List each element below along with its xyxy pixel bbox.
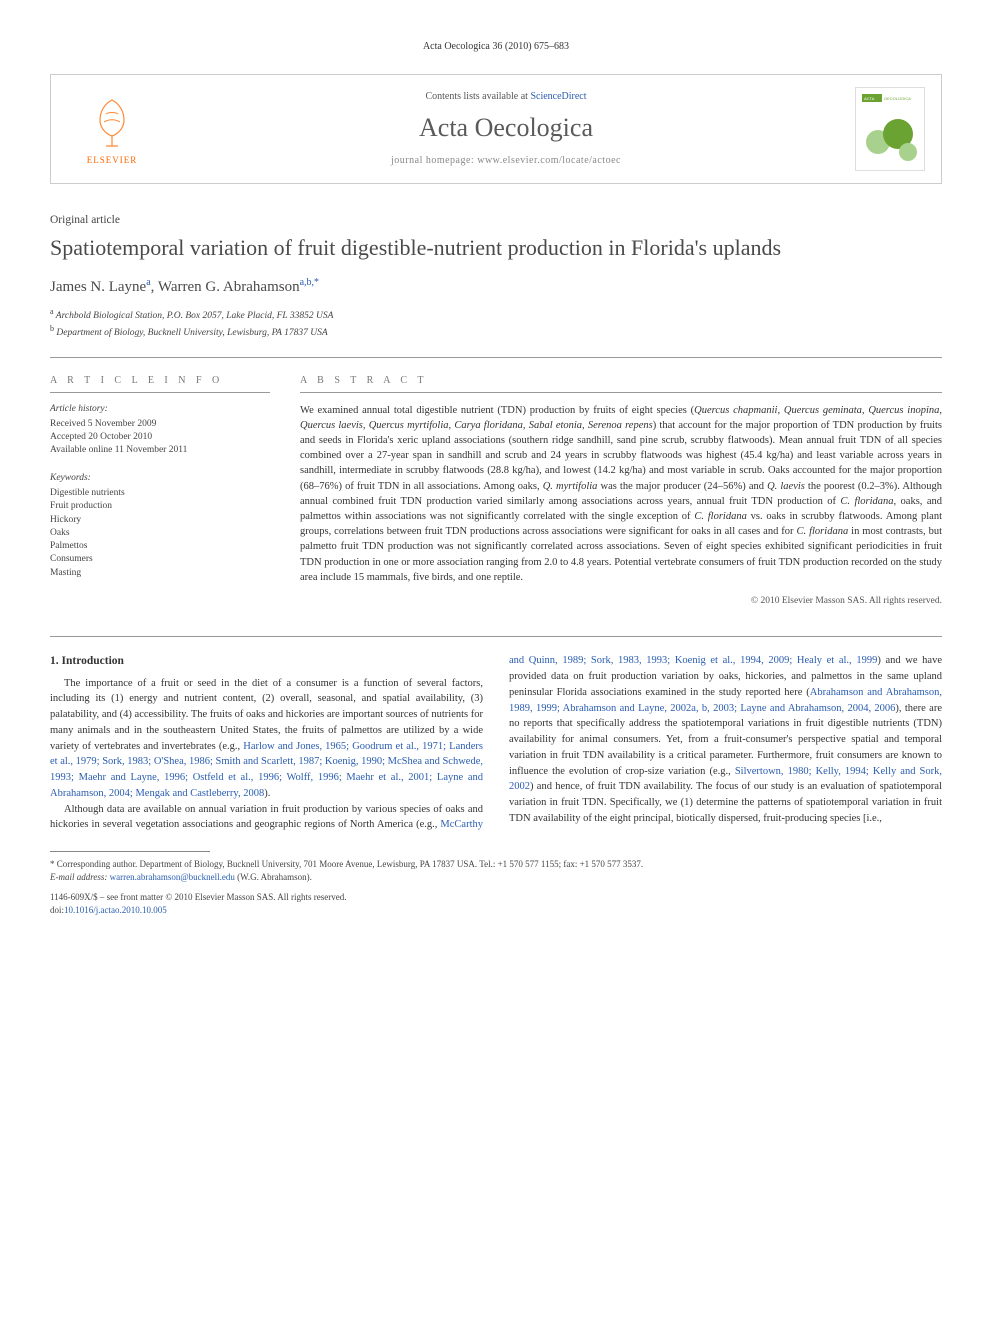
keyword: Palmettos <box>50 540 270 553</box>
elsevier-tree-icon <box>82 92 142 152</box>
corresponding-author: * Corresponding author. Department of Bi… <box>50 858 942 883</box>
aff-mark: b <box>50 324 54 333</box>
corr-email-link[interactable]: warren.abrahamson@bucknell.edu <box>110 872 235 882</box>
keyword: Consumers <box>50 553 270 566</box>
contents-prefix: Contents lists available at <box>425 91 530 102</box>
keyword: Masting <box>50 567 270 580</box>
cover-icon: ACTA OECOLOGICA <box>858 90 920 168</box>
email-label: E-mail address: <box>50 872 107 882</box>
abstract-heading: A B S T R A C T <box>300 374 942 393</box>
history-line: Accepted 20 October 2010 <box>50 431 270 444</box>
svg-text:OECOLOGICA: OECOLOGICA <box>884 96 911 101</box>
abs-species: C. floridana <box>797 526 849 537</box>
email-owner: (W.G. Abrahamson). <box>237 872 312 882</box>
publication-note: 1146-609X/$ – see front matter © 2010 El… <box>50 891 942 916</box>
journal-name: Acta Oecologica <box>171 110 841 146</box>
abstract-copyright: © 2010 Elsevier Masson SAS. All rights r… <box>300 595 942 608</box>
divider <box>50 357 942 358</box>
aff-text: Department of Biology, Bucknell Universi… <box>56 328 327 338</box>
publisher-logo[interactable]: ELSEVIER <box>67 92 157 167</box>
paragraph: The importance of a fruit or seed in the… <box>50 676 483 802</box>
masthead: ELSEVIER Contents lists available at Sci… <box>50 74 942 184</box>
affiliations: a Archbold Biological Station, P.O. Box … <box>50 306 942 341</box>
corr-star: * <box>50 859 55 869</box>
author[interactable]: Warren G. Abrahamsona,b,* <box>158 279 319 295</box>
aff-text: Archbold Biological Station, P.O. Box 20… <box>56 311 334 321</box>
abstract: A B S T R A C T We examined annual total… <box>300 374 942 609</box>
abs-species: Q. laevis <box>767 481 805 492</box>
pubnote-line: 1146-609X/$ – see front matter © 2010 El… <box>50 891 942 904</box>
p-text: ). <box>264 788 270 799</box>
history-line: Received 5 November 2009 <box>50 418 270 431</box>
doi-link[interactable]: 10.1016/j.actao.2010.10.005 <box>64 905 167 915</box>
authors: James N. Laynea, Warren G. Abrahamsona,b… <box>50 276 942 298</box>
article-type: Original article <box>50 212 942 228</box>
keyword: Digestible nutrients <box>50 487 270 500</box>
publisher-label: ELSEVIER <box>87 154 138 167</box>
abs-species: Q. myrtifolia <box>543 481 598 492</box>
article-title: Spatiotemporal variation of fruit digest… <box>50 234 942 262</box>
contents-line: Contents lists available at ScienceDirec… <box>171 90 841 104</box>
affiliation: a Archbold Biological Station, P.O. Box … <box>50 306 942 323</box>
history-line: Available online 11 November 2011 <box>50 444 270 457</box>
abs-species: C. floridana <box>694 511 747 522</box>
p-text: ) and hence, of fruit TDN availability. … <box>509 781 942 824</box>
homepage-url: www.elsevier.com/locate/actoec <box>477 155 621 166</box>
aff-mark: a <box>50 307 54 316</box>
keyword: Fruit production <box>50 500 270 513</box>
p-text: Although data are available on annual va… <box>50 804 483 831</box>
keyword: Hickory <box>50 514 270 527</box>
abs-species: C. floridana <box>840 496 893 507</box>
abs-span: was the major producer (24–56%) and <box>597 481 767 492</box>
keyword: Oaks <box>50 527 270 540</box>
author-name: Warren G. Abrahamson <box>158 279 300 295</box>
abs-span: We examined annual total digestible nutr… <box>300 405 694 416</box>
abstract-text: We examined annual total digestible nutr… <box>300 403 942 586</box>
doi-prefix: doi: <box>50 905 64 915</box>
author-name: James N. Layne <box>50 279 146 295</box>
running-head: Acta Oecologica 36 (2010) 675–683 <box>50 40 942 54</box>
body-columns: 1. Introduction The importance of a frui… <box>50 653 942 833</box>
journal-cover-thumb[interactable]: ACTA OECOLOGICA <box>855 87 925 171</box>
article-info-heading: A R T I C L E I N F O <box>50 374 270 393</box>
author-marks: a <box>146 277 150 288</box>
author[interactable]: James N. Laynea <box>50 279 151 295</box>
author-marks: a,b,* <box>300 277 319 288</box>
footnote-divider <box>50 851 210 852</box>
corr-text: Corresponding author. Department of Biol… <box>57 859 643 869</box>
keywords-list: Digestible nutrients Fruit production Hi… <box>50 487 270 580</box>
section-heading: 1. Introduction <box>50 653 483 669</box>
article-info: A R T I C L E I N F O Article history: R… <box>50 374 270 609</box>
sciencedirect-link[interactable]: ScienceDirect <box>530 91 586 102</box>
keywords-title: Keywords: <box>50 472 270 485</box>
homepage-prefix: journal homepage: <box>391 155 477 166</box>
doi-line: doi:10.1016/j.actao.2010.10.005 <box>50 904 942 917</box>
affiliation: b Department of Biology, Bucknell Univer… <box>50 323 942 340</box>
journal-homepage[interactable]: journal homepage: www.elsevier.com/locat… <box>171 154 841 168</box>
svg-text:ACTA: ACTA <box>864 96 875 101</box>
history-title: Article history: <box>50 403 270 416</box>
divider <box>50 636 942 637</box>
